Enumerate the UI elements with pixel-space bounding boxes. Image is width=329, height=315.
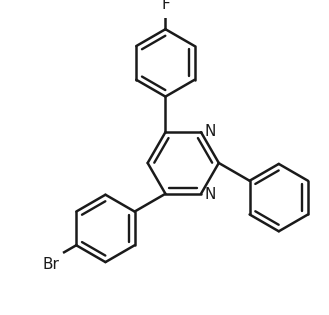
Text: F: F — [161, 0, 170, 12]
Text: N: N — [205, 124, 216, 139]
Text: N: N — [205, 187, 216, 202]
Text: Br: Br — [42, 257, 60, 272]
